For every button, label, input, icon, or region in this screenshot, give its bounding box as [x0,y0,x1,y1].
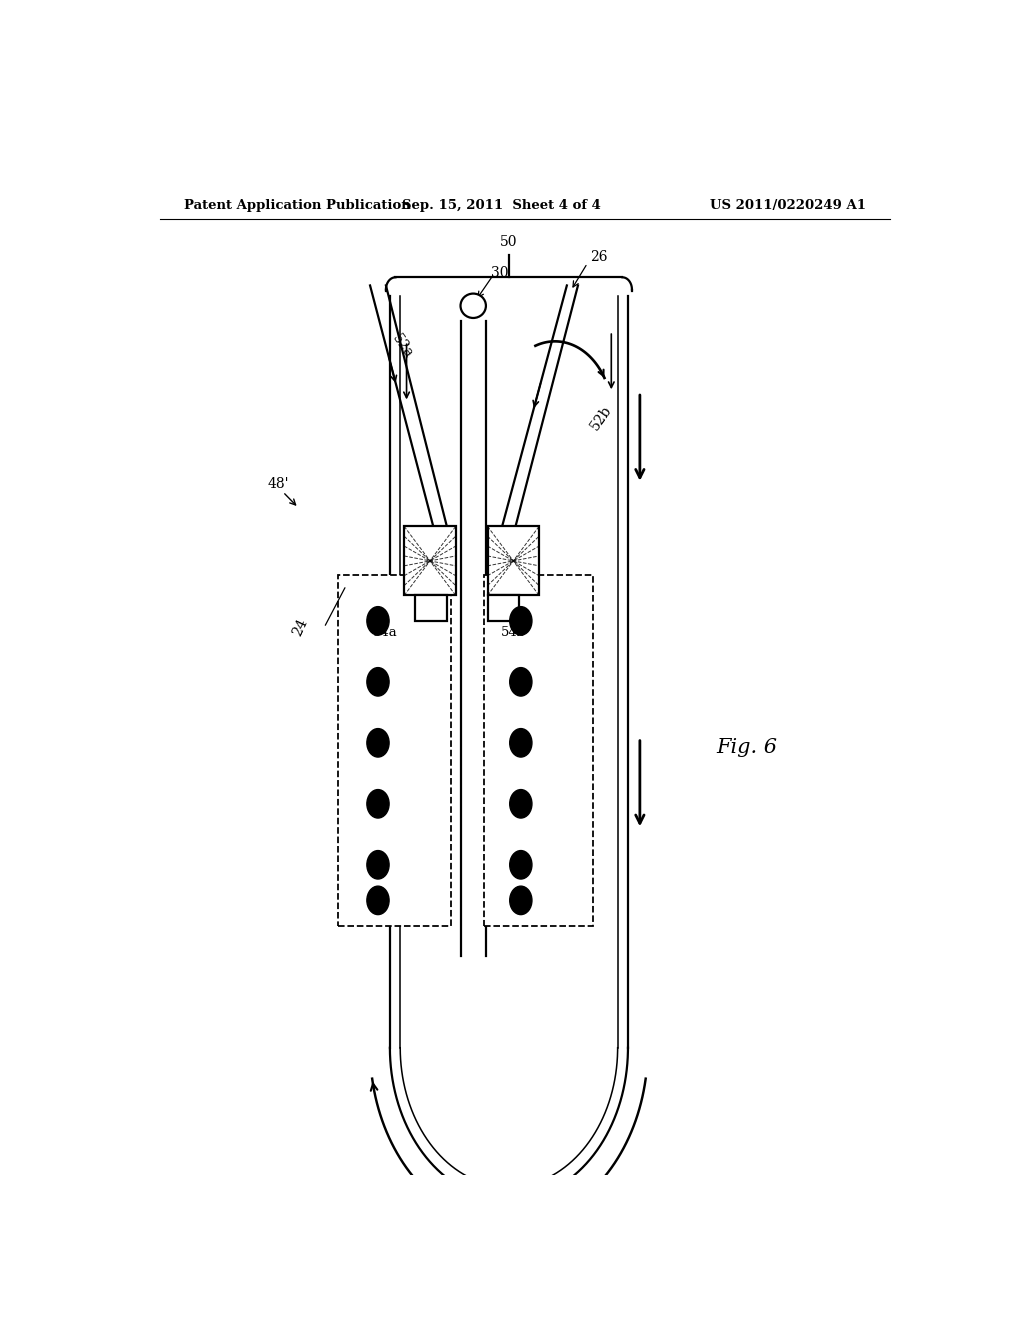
Circle shape [367,607,389,635]
Text: 26: 26 [590,249,607,264]
Text: 54b: 54b [501,626,526,639]
Circle shape [510,668,531,696]
Circle shape [367,789,389,818]
Text: 30: 30 [490,267,508,280]
Text: 54a: 54a [373,626,397,639]
Text: US 2011/0220249 A1: US 2011/0220249 A1 [710,199,866,213]
Text: Patent Application Publication: Patent Application Publication [183,199,411,213]
Text: 52b: 52b [588,403,614,433]
Text: Sep. 15, 2011  Sheet 4 of 4: Sep. 15, 2011 Sheet 4 of 4 [401,199,600,213]
Text: 50: 50 [500,235,518,249]
Text: 24: 24 [291,616,310,639]
Bar [487,595,519,620]
Circle shape [510,729,531,758]
Bar [416,595,447,620]
Circle shape [367,886,389,915]
Circle shape [510,886,531,915]
Circle shape [367,668,389,696]
Text: 48': 48' [268,477,290,491]
Text: 52a: 52a [390,331,416,362]
Ellipse shape [461,293,486,318]
Circle shape [510,607,531,635]
Text: Fig. 6: Fig. 6 [717,738,777,758]
Circle shape [367,850,389,879]
Bar [487,527,539,595]
Bar [338,576,451,925]
Circle shape [510,850,531,879]
Circle shape [367,729,389,758]
Bar [483,576,593,925]
Bar [404,527,456,595]
Circle shape [510,789,531,818]
